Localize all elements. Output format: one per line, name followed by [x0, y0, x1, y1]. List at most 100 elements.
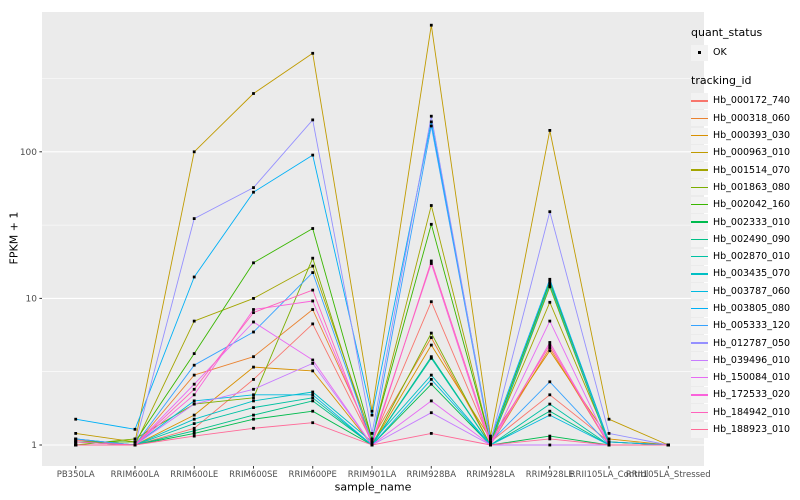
- legend-label: Hb_002333_010: [713, 216, 791, 228]
- data-point-Hb_002333_010: [548, 434, 552, 438]
- legend-item-Hb_172533_020: Hb_172533_020: [691, 386, 799, 403]
- data-point-Hb_002490_090: [192, 429, 196, 433]
- data-point-Hb_002333_010: [252, 417, 255, 421]
- data-point-Hb_000318_060: [429, 336, 433, 339]
- legend-line-icon: [691, 428, 708, 431]
- data-point-Hb_005333_120: [429, 124, 433, 128]
- data-point-Hb_002870_010: [192, 422, 196, 425]
- data-point-Hb_003435_070: [548, 282, 552, 286]
- x-tick-label: RRII105LA_Stressed: [626, 470, 711, 480]
- plot-panel: [42, 12, 704, 466]
- data-point-Hb_002333_010: [311, 409, 315, 413]
- data-point-Hb_184942_010: [311, 288, 315, 292]
- x-tick-label: RRIM901LA: [348, 470, 397, 480]
- data-point-Hb_000318_060: [311, 308, 315, 311]
- data-point-Hb_188923_010: [311, 421, 315, 425]
- data-point-Hb_003787_060: [548, 413, 552, 417]
- data-point-Hb_000393_030: [192, 413, 196, 417]
- legend-key-swatch: [691, 144, 708, 161]
- legend-item-Hb_000172_740: Hb_000172_740: [691, 92, 799, 109]
- legend-label: Hb_002490_090: [713, 233, 791, 245]
- data-point-Hb_172533_020: [311, 299, 315, 303]
- data-point-Hb_150084_010: [548, 319, 552, 323]
- legend-label: Hb_184942_010: [713, 406, 791, 418]
- data-point-Hb_002333_010: [192, 432, 196, 435]
- data-point-Hb_003805_080: [548, 277, 552, 281]
- legend-item-Hb_000963_010: Hb_000963_010: [691, 144, 799, 161]
- x-tick-label: RRIM928LE: [526, 470, 574, 480]
- data-point-Hb_000393_030: [429, 343, 433, 347]
- data-point-Hb_003435_070: [429, 373, 433, 377]
- legend-key-swatch: [691, 317, 708, 334]
- data-point-Hb_188923_010: [133, 443, 137, 447]
- data-point-Hb_188923_010: [548, 437, 552, 441]
- y-tick-label: 10: [26, 294, 38, 304]
- legend-label: Hb_012787_050: [713, 337, 791, 349]
- data-point-Hb_188923_010: [252, 426, 255, 430]
- data-point-Hb_188923_010: [666, 443, 670, 447]
- legend-line-icon: [691, 307, 708, 310]
- legend-title-quant-status: quant_status: [691, 26, 763, 39]
- data-point-Hb_188923_010: [370, 443, 374, 447]
- data-point-Hb_001514_070: [548, 300, 552, 304]
- data-point-Hb_000318_060: [192, 373, 196, 377]
- data-point-Hb_005333_120: [74, 437, 78, 441]
- legend-label: Hb_172533_020: [713, 389, 791, 401]
- legend-line-icon: [691, 290, 708, 292]
- legend-item-Hb_003435_070: Hb_003435_070: [691, 265, 799, 282]
- legend-key-swatch: [691, 335, 708, 352]
- data-point-Hb_188923_010: [489, 443, 492, 447]
- data-point-Hb_002870_010: [548, 402, 552, 406]
- data-point-Hb_150084_010: [192, 382, 196, 386]
- data-point-Hb_001863_080: [311, 256, 315, 260]
- x-tick-label: RRIM600LE: [170, 470, 218, 480]
- data-point-Hb_000963_010: [74, 432, 78, 435]
- legend-label: Hb_001514_070: [713, 164, 791, 176]
- legend-line-icon: [691, 117, 708, 119]
- data-point-Hb_005333_120: [311, 271, 315, 274]
- data-point-Hb_012787_050: [429, 114, 433, 118]
- data-point-Hb_000963_010: [370, 409, 374, 413]
- data-point-Hb_184942_010: [74, 440, 78, 444]
- legend-key-swatch: [691, 369, 708, 386]
- data-point-Hb_001863_080: [252, 396, 255, 400]
- legend-key-swatch: [691, 265, 708, 282]
- legend-key-swatch: [691, 283, 708, 300]
- data-point-Hb_188923_010: [607, 443, 611, 447]
- data-point-Hb_150084_010: [252, 320, 255, 324]
- x-tick-label: RRIM928BA: [406, 470, 456, 480]
- data-point-Hb_003805_080: [311, 153, 315, 157]
- data-point-Hb_039496_010: [429, 411, 433, 415]
- legend-label-ok: OK: [713, 47, 727, 59]
- legend-key-ok: [691, 44, 708, 61]
- legend-item-quant-status-ok: OK: [691, 44, 799, 61]
- legend-key-swatch: [691, 110, 708, 127]
- legend-item-Hb_188923_010: Hb_188923_010: [691, 421, 799, 438]
- legend-label: Hb_150084_010: [713, 372, 791, 384]
- data-point-Hb_172533_020: [429, 262, 433, 265]
- legend-line-icon: [691, 325, 708, 327]
- x-tick-label: RRII105LA_Control: [570, 470, 649, 480]
- data-point-Hb_039496_010: [548, 443, 552, 447]
- legend-line-icon: [691, 273, 708, 275]
- y-tick-label: 100: [20, 148, 37, 158]
- data-point-Hb_002490_090: [548, 409, 552, 413]
- data-point-Hb_012787_050: [548, 210, 552, 214]
- legend: quant_status OK tracking_id Hb_000172_74…: [691, 26, 799, 438]
- data-point-Hb_184942_010: [252, 311, 255, 314]
- data-point-Hb_001514_070: [311, 264, 315, 268]
- data-point-Hb_000963_010: [607, 417, 611, 421]
- legend-label: Hb_003787_060: [713, 285, 791, 297]
- legend-line-icon: [691, 152, 708, 154]
- data-point-Hb_002042_160: [548, 280, 552, 284]
- data-point-Hb_000963_010: [429, 23, 433, 27]
- legend-line-icon: [691, 186, 708, 189]
- legend-label: Hb_003435_070: [713, 268, 791, 280]
- legend-label: Hb_000172_740: [713, 95, 791, 107]
- data-point-Hb_000963_010: [252, 92, 255, 95]
- data-point-Hb_012787_050: [370, 432, 374, 435]
- legend-key-swatch: [691, 231, 708, 248]
- data-point-Hb_000963_010: [311, 51, 315, 55]
